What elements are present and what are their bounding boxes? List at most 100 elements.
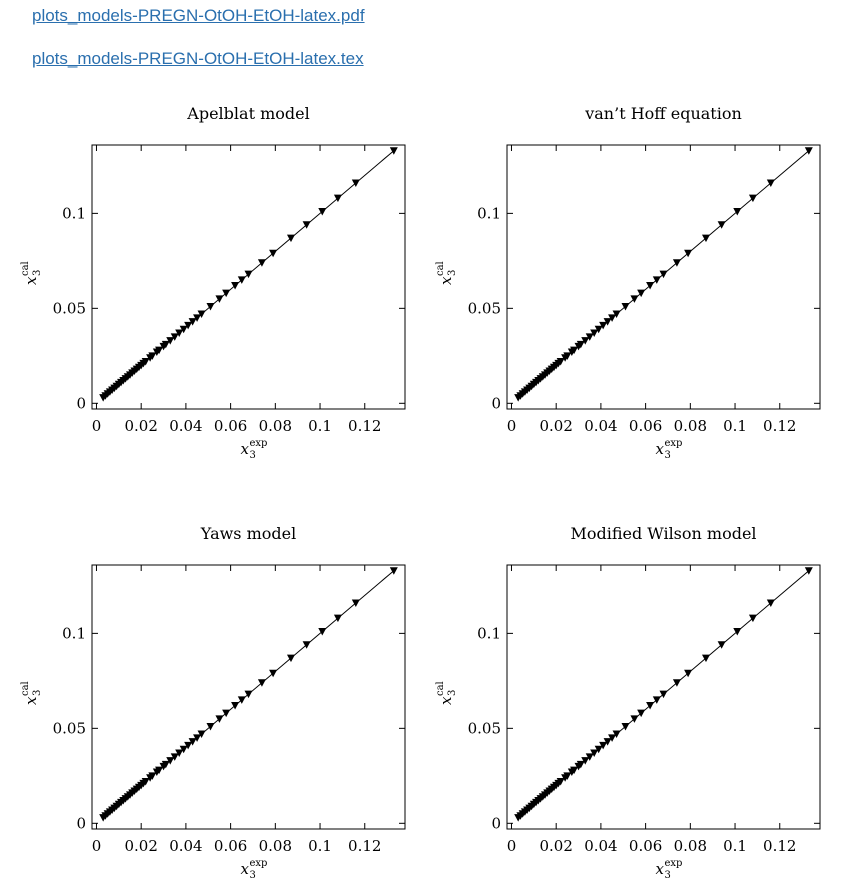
data-point (599, 321, 608, 330)
data-point (684, 669, 693, 678)
y-axis-label-sub: 3 (32, 270, 43, 276)
y-tick-label: 0.05 (468, 719, 501, 737)
x-tick-label: 0.02 (124, 417, 157, 435)
y-tick-label: 0.05 (53, 719, 86, 737)
data-point (701, 654, 710, 663)
x-tick-label: 0.12 (348, 417, 381, 435)
x-tick-label: 0.04 (169, 837, 202, 855)
y-axis-label-base: x (22, 276, 40, 285)
pdf-file-link[interactable]: plots_models-PREGN-OtOH-EtOH-latex.pdf (32, 6, 365, 25)
x-tick-label: 0.1 (308, 837, 332, 855)
data-point (302, 221, 311, 229)
plot-frame (506, 564, 821, 830)
data-point (585, 333, 594, 341)
x-axis-label-sup: exp (250, 438, 268, 449)
x-axis-label-sup: exp (665, 438, 683, 449)
data-point (333, 194, 342, 203)
chart-title: Yaws model (200, 524, 296, 543)
data-point (603, 738, 612, 746)
data-point (155, 766, 164, 775)
x-axis-label-sub: 3 (665, 450, 671, 461)
data-point (237, 696, 246, 704)
data-point (161, 760, 170, 769)
y-axis-label-base: x (22, 696, 40, 705)
x-axis-label-sub: 3 (665, 870, 671, 881)
data-point (717, 221, 726, 229)
data-point (351, 179, 360, 187)
data-point (166, 757, 175, 765)
data-point (581, 337, 590, 345)
x-tick-label: 0.08 (259, 417, 292, 435)
y-tick-label: 0 (76, 394, 86, 412)
data-point (197, 730, 206, 739)
x-tick-label: 0.06 (629, 417, 662, 435)
y-tick-label: 0.1 (477, 624, 501, 642)
data-point (286, 234, 295, 243)
data-point (193, 734, 202, 742)
y-axis-label-sub: 3 (32, 690, 43, 696)
data-point (599, 741, 608, 750)
data-point (659, 270, 668, 279)
y-tick-label: 0 (491, 814, 501, 832)
y-axis-label-sub: 3 (447, 270, 458, 276)
data-point (646, 282, 655, 290)
data-point (630, 295, 639, 303)
plot-frame (91, 144, 406, 410)
data-point (637, 709, 646, 718)
data-point (269, 249, 278, 258)
data-point (193, 314, 202, 322)
data-point (585, 753, 594, 761)
tex-file-link[interactable]: plots_models-PREGN-OtOH-EtOH-latex.tex (32, 49, 364, 68)
data-point (570, 346, 579, 355)
data-point (170, 753, 179, 761)
data-point (318, 207, 327, 216)
data-point (222, 709, 231, 718)
x-tick-label: 0 (92, 837, 102, 855)
data-point (556, 358, 565, 366)
y-axis-label-sub: 3 (447, 690, 458, 696)
data-point (141, 358, 150, 366)
data-point (581, 757, 590, 765)
data-point (155, 346, 164, 355)
data-point (594, 325, 603, 334)
plot-modified-wilson: Modified Wilson model 0 0.02 0.04 0.06 0.08 0.… (435, 524, 821, 881)
data-point (733, 207, 742, 216)
data-point (179, 325, 188, 334)
data-point (684, 249, 693, 258)
data-point (576, 340, 585, 349)
data-point (637, 289, 646, 298)
data-point (215, 295, 224, 303)
data-point (652, 696, 661, 704)
data-point (646, 702, 655, 710)
data-point (231, 702, 240, 710)
data-point (197, 310, 206, 319)
data-point (231, 282, 240, 290)
data-point (612, 310, 621, 319)
data-point (748, 194, 757, 203)
data-point (161, 340, 170, 349)
y-tick-label: 0.1 (62, 624, 86, 642)
chart-title: van’t Hoff equation (584, 104, 742, 123)
x-tick-label: 0.02 (124, 837, 157, 855)
x-tick-label: 0.06 (214, 417, 247, 435)
data-point (188, 318, 197, 326)
data-point (766, 599, 775, 607)
x-tick-label: 0.04 (169, 417, 202, 435)
data-point (286, 654, 295, 663)
data-point (206, 722, 215, 731)
x-axis-label: x (241, 440, 250, 458)
plot-frame (506, 144, 821, 410)
data-point (333, 614, 342, 623)
plot-vant-hoff: van’t Hoff equation 0 0.02 0.04 0.06 0.08 0.1 0… (435, 104, 821, 461)
data-point (206, 302, 215, 311)
data-point (603, 318, 612, 326)
y-axis-label-base: x (437, 696, 455, 705)
data-point (302, 641, 311, 649)
x-tick-label: 0 (507, 837, 517, 855)
x-axis-label-sup: exp (665, 858, 683, 869)
plot-frame (91, 564, 406, 830)
data-point (672, 679, 681, 687)
data-point (612, 730, 621, 739)
